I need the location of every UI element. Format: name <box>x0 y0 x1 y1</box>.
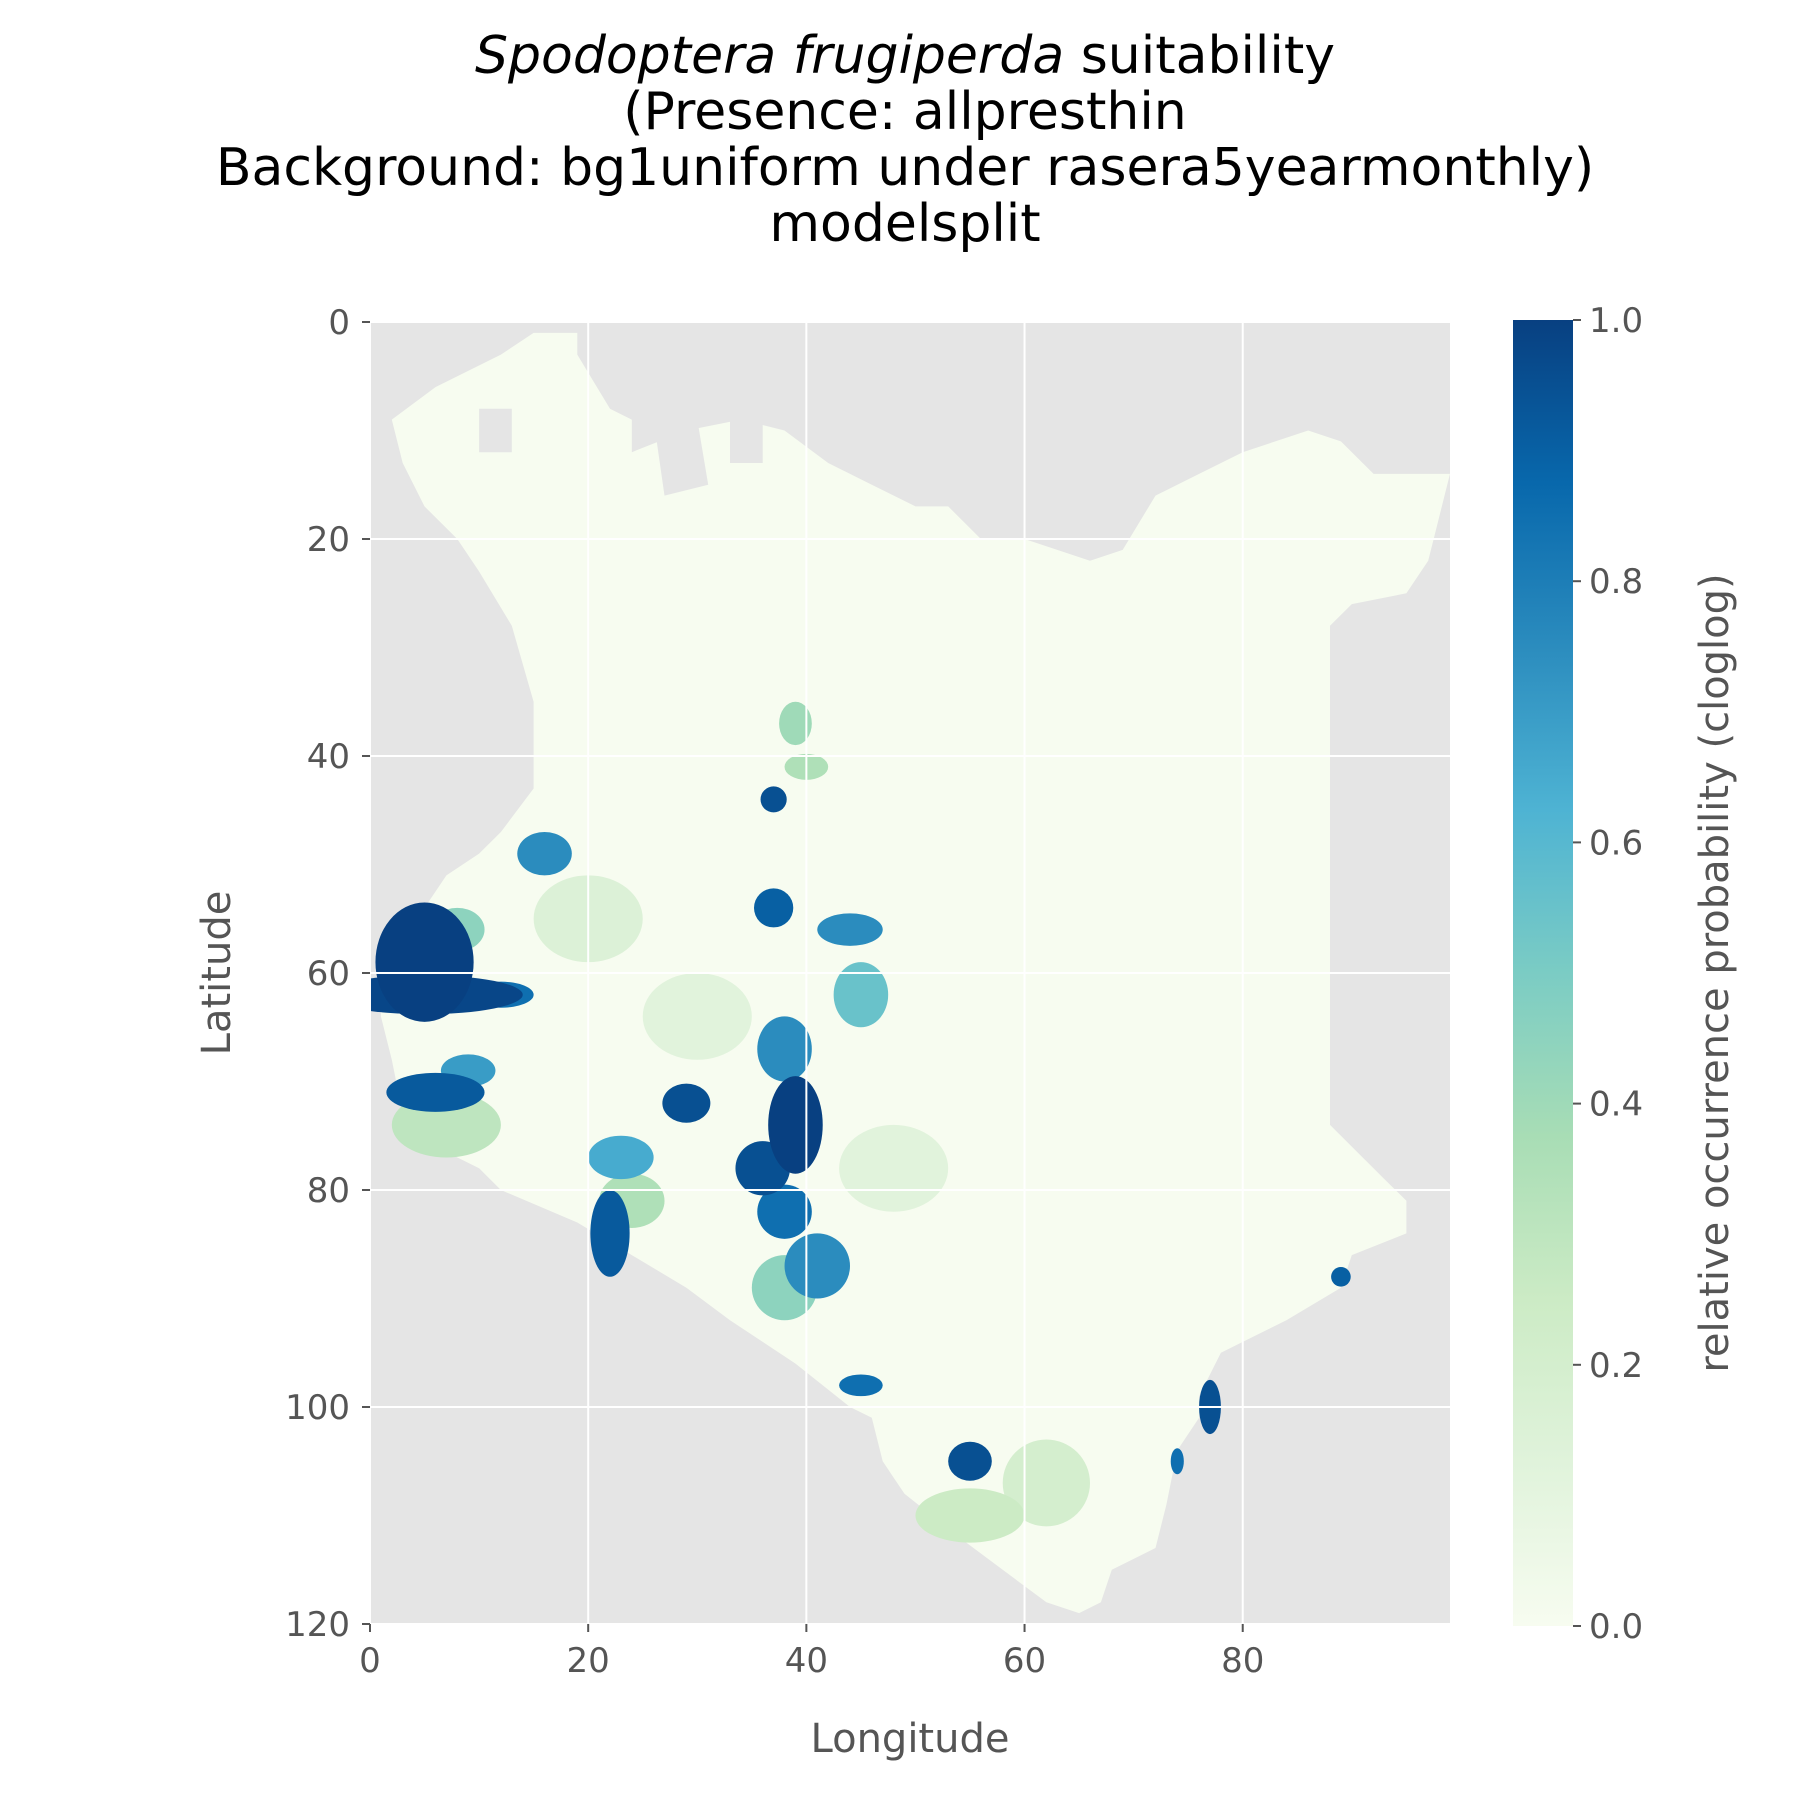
y-tick-label: 20 <box>307 520 350 560</box>
suitability-hotspot <box>839 1374 883 1397</box>
x-tick-label: 40 <box>785 1641 828 1681</box>
y-tick-label: 0 <box>328 303 350 343</box>
colorbar-tick-label: 0.0 <box>1589 1607 1643 1647</box>
colorbar-tick-label: 1.0 <box>1589 301 1643 341</box>
suitability-hotspot <box>386 1072 485 1112</box>
x-tick-label: 80 <box>1221 1641 1264 1681</box>
suitability-hotspot <box>948 1441 992 1481</box>
colorbar-ticks: 0.0 0.2 0.4 0.6 0.8 1.0 <box>1573 301 1643 1647</box>
no-data-area <box>479 408 512 453</box>
suitability-hotspot <box>760 786 787 813</box>
suitability-hotspot <box>817 913 883 946</box>
suitability-hotspot <box>642 973 752 1060</box>
suitability-hotspot <box>915 1488 1025 1543</box>
suitability-hotspot <box>839 1124 949 1212</box>
suitability-hotspot <box>375 902 474 1022</box>
colorbar <box>1513 320 1573 1626</box>
y-tick-label: 100 <box>285 1388 350 1428</box>
title-line-1-rest: suitability <box>1080 26 1335 86</box>
x-tick-label: 0 <box>359 1641 381 1681</box>
suitability-hotspot <box>517 831 572 876</box>
suitability-hotspot <box>754 888 794 928</box>
y-tick-label: 60 <box>307 954 350 994</box>
x-tick-label: 20 <box>567 1641 610 1681</box>
y-tick-label: 80 <box>307 1171 350 1211</box>
colorbar-tick-label: 0.6 <box>1589 823 1643 863</box>
suitability-hotspot <box>757 1184 812 1239</box>
no-data-area <box>653 419 709 496</box>
colorbar-tick-label: 0.4 <box>1589 1085 1643 1125</box>
axes: 0 20 40 60 80 0 20 40 60 80 100 120 <box>285 303 1264 1681</box>
suitability-hotspot <box>1170 1448 1184 1475</box>
title-line-1: Spodoptera frugiperda suitability <box>0 28 1800 84</box>
grid-lines <box>369 321 1450 1625</box>
no-data-area <box>730 408 763 463</box>
colorbar-tick-label: 0.2 <box>1589 1346 1643 1386</box>
suitability-hotspot <box>588 1135 654 1180</box>
suitability-hotspot <box>768 1076 823 1174</box>
x-axis-label: Longitude <box>811 1716 1010 1762</box>
y-tick-label: 40 <box>307 737 350 777</box>
colorbar-tick-label: 0.8 <box>1589 562 1643 602</box>
suitability-hotspot <box>662 1083 711 1123</box>
y-axis-label: Latitude <box>194 891 240 1056</box>
chart-title: Spodoptera frugiperda suitability (Prese… <box>0 28 1800 252</box>
title-species: Spodoptera frugiperda <box>475 26 1065 86</box>
suitability-hotspot <box>833 962 889 1028</box>
title-line-4: modelsplit <box>769 194 1041 254</box>
suitability-hotspot <box>1331 1267 1351 1287</box>
y-tick-label: 120 <box>285 1605 350 1645</box>
suitability-hotspot <box>757 1016 812 1082</box>
suitability-hotspot <box>590 1190 630 1277</box>
suitability-hotspot <box>779 701 812 746</box>
title-line-3: Background: bg1uniform under rasera5year… <box>215 138 1595 198</box>
suitability-hotspot <box>784 1233 850 1299</box>
x-tick-label: 60 <box>1003 1641 1046 1681</box>
title-line-2: (Presence: allpresthin <box>623 82 1187 142</box>
colorbar-label: relative occurrence probability (cloglog… <box>1692 573 1738 1372</box>
